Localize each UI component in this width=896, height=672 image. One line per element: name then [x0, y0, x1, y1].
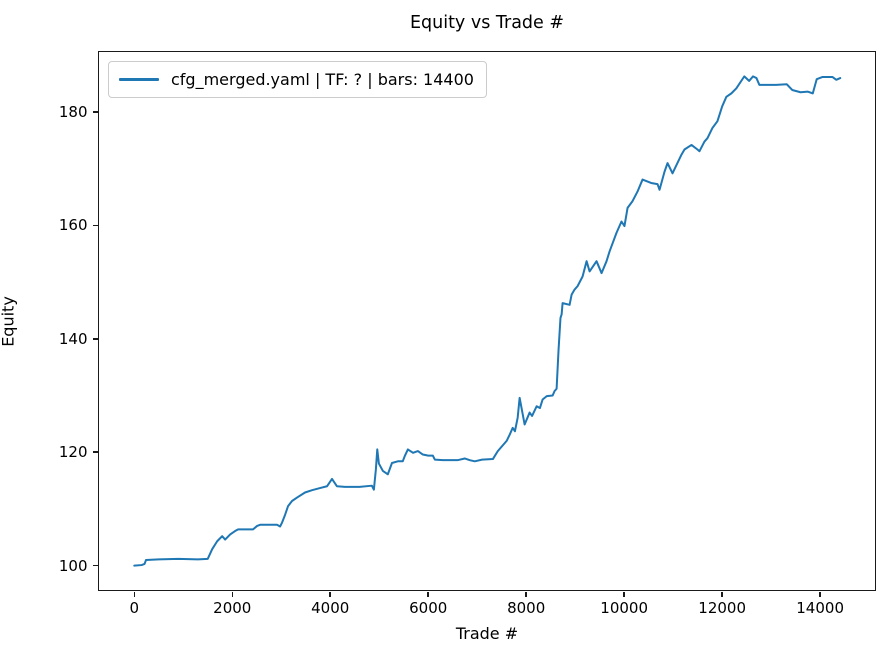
y-tick: [92, 111, 98, 113]
x-tick: [427, 591, 429, 597]
y-tick-label: 180: [58, 103, 88, 122]
x-tick: [329, 591, 331, 597]
x-tick: [231, 591, 233, 597]
y-tick: [92, 224, 98, 227]
chart-title: Equity vs Trade #: [409, 13, 565, 33]
x-tick: [623, 591, 625, 597]
x-tick-label: 14000: [796, 599, 844, 617]
y-tick-label: 160: [58, 216, 88, 235]
x-tick: [721, 591, 723, 597]
y-tick-label: 100: [58, 556, 88, 575]
legend-label: cfg_merged.yaml | TF: ? | bars: 14400: [171, 70, 474, 89]
y-tick-label: 140: [58, 329, 88, 348]
equity-curve: [133, 75, 842, 567]
axes: cfg_merged.yaml | TF: ? | bars: 14400: [98, 51, 876, 591]
y-tick: [92, 338, 98, 340]
x-tick-label: 0: [129, 599, 140, 617]
y-tick-label: 120: [58, 443, 88, 462]
y-tick: [92, 451, 98, 453]
x-tick-label: 2000: [213, 599, 252, 617]
x-tick: [819, 591, 821, 597]
x-tick-label: 4000: [311, 599, 350, 617]
x-tick: [133, 591, 136, 597]
x-tick-label: 12000: [698, 599, 746, 617]
x-tick-label: 8000: [507, 599, 546, 617]
x-axis-label: Trade #: [455, 624, 519, 643]
y-axis-label: Equity: [0, 296, 18, 347]
x-tick: [525, 591, 527, 597]
legend: cfg_merged.yaml | TF: ? | bars: 14400: [108, 61, 487, 98]
x-tick-label: 10000: [600, 599, 649, 617]
x-tick-label: 6000: [409, 599, 448, 617]
legend-line-swatch: [119, 77, 159, 82]
y-tick: [92, 564, 98, 567]
plot-area: [133, 75, 842, 567]
